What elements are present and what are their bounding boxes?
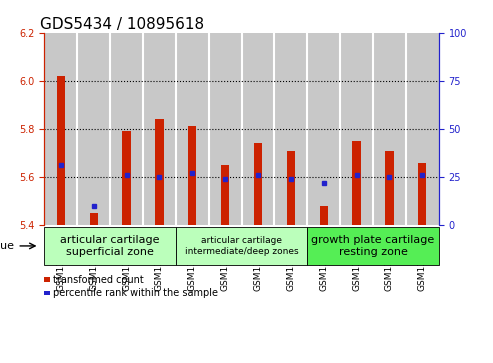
Bar <box>242 33 275 225</box>
Bar <box>110 33 143 225</box>
Bar <box>254 143 262 225</box>
Text: growth plate cartilage
resting zone: growth plate cartilage resting zone <box>312 235 435 257</box>
Bar <box>275 33 307 225</box>
Bar <box>122 131 131 225</box>
Bar <box>287 151 295 225</box>
Bar <box>221 165 229 225</box>
Text: GDS5434 / 10895618: GDS5434 / 10895618 <box>40 16 205 32</box>
Text: transformed count: transformed count <box>53 274 143 285</box>
Bar <box>57 76 65 225</box>
Bar <box>340 33 373 225</box>
Bar <box>77 33 110 225</box>
Bar <box>307 33 340 225</box>
Bar <box>44 33 77 225</box>
Bar <box>176 33 209 225</box>
Bar <box>319 206 328 225</box>
Bar <box>406 33 439 225</box>
Bar <box>143 33 176 225</box>
Text: tissue: tissue <box>0 241 15 251</box>
Bar <box>155 119 164 225</box>
Bar <box>352 141 361 225</box>
Bar <box>373 33 406 225</box>
Text: articular cartilage
superficial zone: articular cartilage superficial zone <box>60 235 160 257</box>
Text: percentile rank within the sample: percentile rank within the sample <box>53 288 218 298</box>
Bar <box>386 151 393 225</box>
Text: articular cartilage
intermediate/deep zones: articular cartilage intermediate/deep zo… <box>185 236 298 256</box>
Bar <box>188 126 196 225</box>
Bar <box>90 213 98 225</box>
Bar <box>209 33 242 225</box>
Bar <box>418 163 426 225</box>
